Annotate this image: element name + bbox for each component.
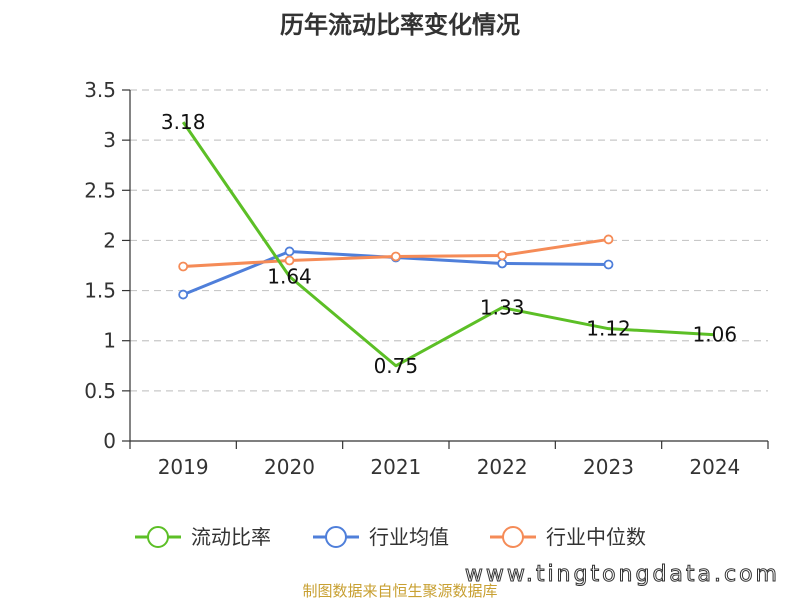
legend-item-2[interactable]: 行业中位数 — [490, 525, 646, 549]
data-label: 1.33 — [480, 296, 525, 320]
series-group — [178, 121, 715, 368]
x-tick-label: 2021 — [370, 455, 421, 479]
legend-marker-icon — [502, 526, 524, 548]
data-label: 1.64 — [267, 265, 312, 289]
legend-label: 流动比率 — [191, 525, 271, 549]
y-tick-label: 1.5 — [84, 279, 116, 303]
legend-label: 行业中位数 — [546, 525, 646, 549]
series-point-2 — [178, 261, 189, 272]
x-tick-label: 2019 — [158, 455, 209, 479]
legend[interactable]: 流动比率 行业均值 行业中位数 — [135, 525, 646, 549]
y-tick-label: 1 — [103, 329, 116, 353]
y-tick-label: 3.5 — [84, 78, 116, 102]
series-point-2 — [390, 251, 401, 262]
data-label: 3.18 — [161, 110, 206, 134]
data-label: 1.12 — [586, 317, 631, 341]
series-point-1 — [178, 289, 189, 300]
series-point-1 — [603, 259, 614, 270]
x-tick-label: 2020 — [264, 455, 315, 479]
x-tick-label: 2024 — [689, 455, 740, 479]
y-tick-label: 0 — [103, 429, 116, 453]
y-tick-label: 2 — [103, 228, 116, 252]
legend-label: 行业均值 — [369, 525, 449, 549]
data-label: 1.06 — [693, 323, 738, 347]
axes: 0 0.5 1 1.5 2 2.5 3 3.5 2019 2020 2021 2022 2023 2024 — [84, 78, 769, 479]
y-tick-label: 0.5 — [84, 379, 116, 403]
legend-item-1[interactable]: 行业均值 — [313, 525, 449, 549]
series-point-2 — [497, 250, 508, 261]
legend-marker-icon — [325, 526, 347, 548]
x-tick-label: 2022 — [477, 455, 528, 479]
y-tick-label: 2.5 — [84, 178, 116, 202]
source-note: 制图数据来自恒生聚源数据库 — [302, 582, 497, 600]
grid-lines — [130, 89, 768, 392]
series-line-0 — [181, 121, 715, 368]
data-label: 0.75 — [374, 354, 419, 378]
series-point-1 — [284, 246, 295, 257]
series-point-2 — [284, 255, 295, 266]
legend-marker-icon — [147, 526, 169, 548]
x-tick-label: 2023 — [583, 455, 634, 479]
y-tick-label: 3 — [103, 128, 116, 152]
data-labels: 3.18 1.64 0.75 1.33 1.12 1.06 — [161, 110, 737, 378]
series-point-2 — [603, 234, 614, 245]
legend-item-0[interactable]: 流动比率 — [135, 525, 271, 549]
series-point-1 — [497, 258, 508, 269]
watermark: www.tingtongdata.com — [465, 562, 780, 587]
chart-title: 历年流动比率变化情况 — [280, 11, 520, 39]
